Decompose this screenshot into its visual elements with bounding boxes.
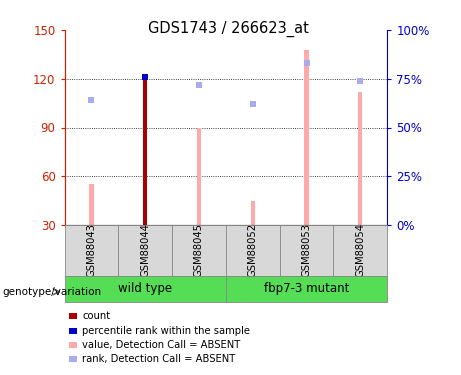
Bar [197, 128, 201, 225]
Bar [143, 79, 148, 225]
Text: GSM88052: GSM88052 [248, 223, 258, 278]
Text: GSM88054: GSM88054 [355, 224, 366, 278]
Text: GSM88044: GSM88044 [140, 224, 150, 277]
Text: count: count [82, 311, 110, 321]
Bar [226, 276, 387, 302]
Text: GSM88045: GSM88045 [194, 224, 204, 278]
Text: GSM88043: GSM88043 [86, 224, 96, 277]
Text: fbp7-3 mutant: fbp7-3 mutant [264, 282, 349, 295]
Bar [89, 184, 94, 225]
Bar [118, 225, 172, 276]
Bar [143, 79, 148, 225]
Text: genotype/variation: genotype/variation [2, 287, 101, 297]
Text: GDS1743 / 266623_at: GDS1743 / 266623_at [148, 21, 308, 37]
Bar [65, 276, 226, 302]
Text: percentile rank within the sample: percentile rank within the sample [82, 326, 250, 336]
Bar [65, 225, 118, 276]
Text: value, Detection Call = ABSENT: value, Detection Call = ABSENT [82, 340, 240, 350]
Bar [172, 225, 226, 276]
Bar [226, 225, 280, 276]
Text: rank, Detection Call = ABSENT: rank, Detection Call = ABSENT [82, 354, 235, 364]
Bar [304, 50, 309, 225]
Text: wild type: wild type [118, 282, 172, 295]
Bar [251, 201, 255, 225]
Bar [280, 225, 333, 276]
Bar [333, 225, 387, 276]
Bar [358, 92, 362, 225]
Text: GSM88053: GSM88053 [301, 224, 312, 278]
